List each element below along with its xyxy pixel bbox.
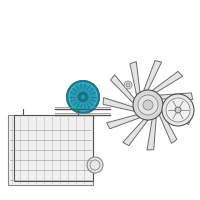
Polygon shape	[147, 118, 156, 150]
Circle shape	[166, 98, 190, 122]
Circle shape	[78, 92, 88, 102]
Polygon shape	[103, 98, 134, 111]
Circle shape	[126, 83, 130, 87]
Circle shape	[87, 157, 103, 173]
Polygon shape	[110, 75, 134, 103]
Circle shape	[67, 81, 99, 113]
Polygon shape	[123, 119, 148, 146]
Polygon shape	[159, 111, 177, 143]
Polygon shape	[130, 62, 140, 95]
Circle shape	[138, 95, 158, 115]
FancyBboxPatch shape	[8, 115, 93, 185]
Circle shape	[133, 90, 163, 120]
Circle shape	[124, 81, 132, 89]
Polygon shape	[159, 93, 193, 100]
Circle shape	[80, 95, 86, 99]
Circle shape	[143, 100, 153, 110]
Polygon shape	[144, 61, 162, 91]
Circle shape	[175, 107, 181, 113]
Polygon shape	[152, 71, 183, 92]
Polygon shape	[107, 115, 140, 129]
Polygon shape	[163, 103, 191, 125]
Circle shape	[162, 94, 194, 126]
